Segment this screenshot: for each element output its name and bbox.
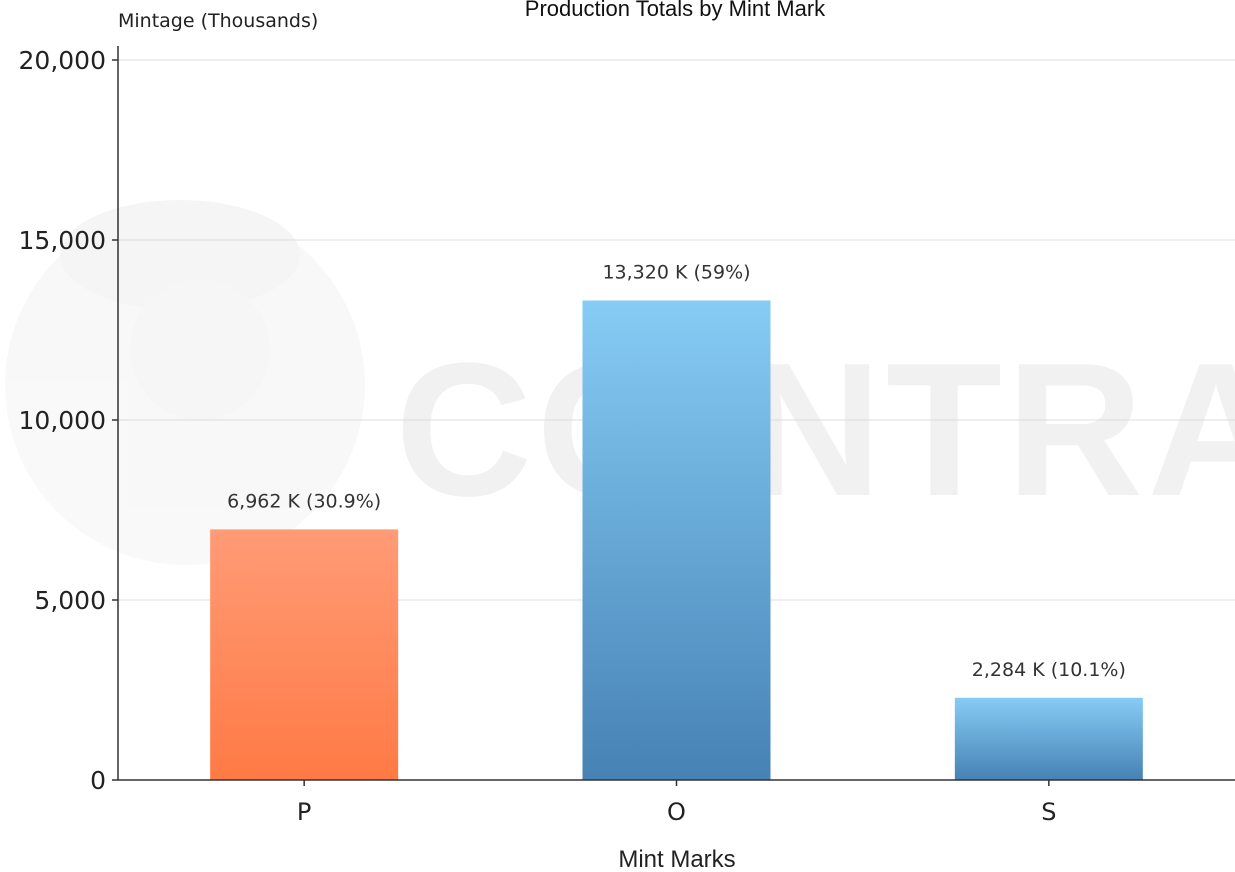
y-tick-label: 5,000 <box>34 586 106 615</box>
watermark: COINTRACKER <box>5 200 1235 565</box>
watermark-mascot-icon <box>5 200 365 565</box>
y-tick-label: 10,000 <box>19 406 106 435</box>
y-tick-label: 15,000 <box>19 226 106 255</box>
x-axis-label: Mint Marks <box>618 846 735 872</box>
data-label-o: 13,320 K (59%) <box>602 261 750 283</box>
x-tick-label: S <box>1041 798 1056 826</box>
data-labels: 6,962 K (30.9%) 13,320 K (59%) 2,284 K (10… <box>227 261 1126 680</box>
x-tick-label: O <box>667 798 686 826</box>
data-label-p: 6,962 K (30.9%) <box>227 490 381 512</box>
bar-s[interactable] <box>954 697 1143 780</box>
y-axis-ticks: 0 5,000 10,000 15,000 20,000 <box>19 46 118 795</box>
bars <box>210 300 1143 780</box>
chart-title: Production Totals by Mint Mark <box>525 0 826 21</box>
watermark-text: COINTRACKER <box>395 324 1235 536</box>
y-tick-label: 0 <box>90 766 106 795</box>
y-axis-label: Mintage (Thousands) <box>118 10 318 32</box>
y-tick-label: 20,000 <box>19 46 106 75</box>
bar-p[interactable] <box>210 529 399 780</box>
data-label-s: 2,284 K (10.1%) <box>972 659 1126 681</box>
bar-o[interactable] <box>582 300 771 780</box>
x-tick-label: P <box>297 798 311 826</box>
